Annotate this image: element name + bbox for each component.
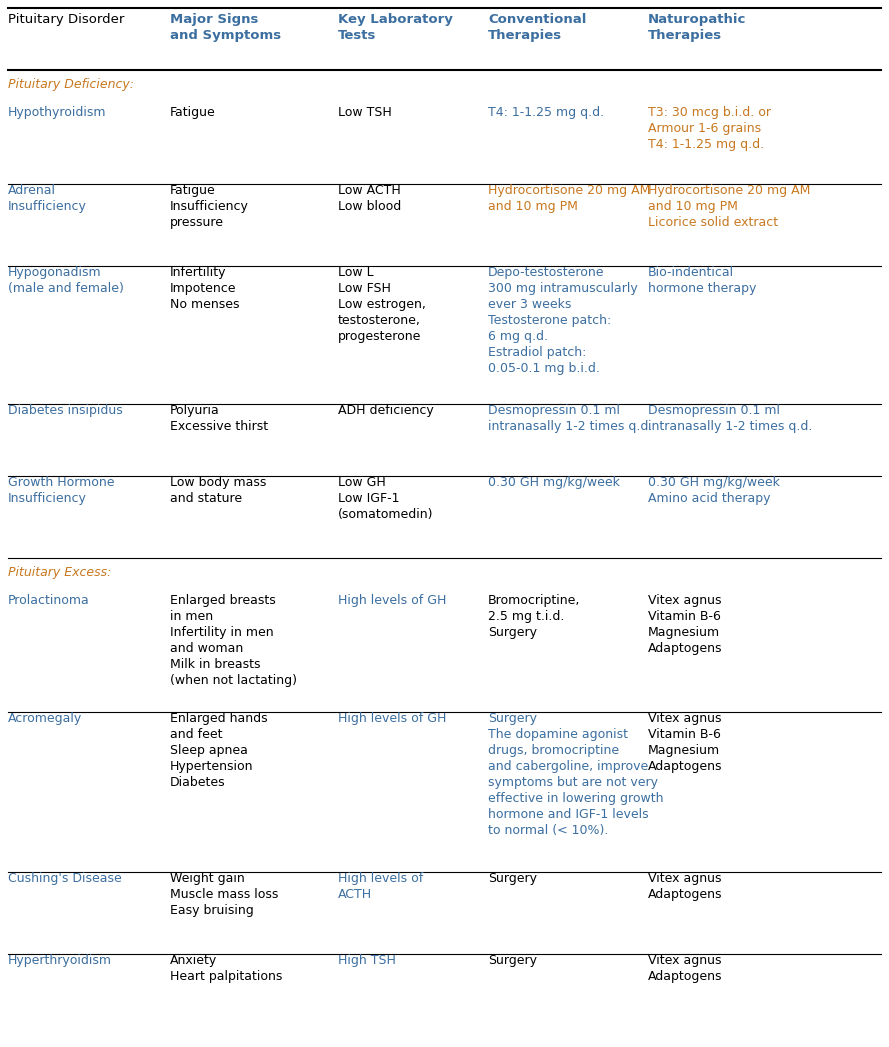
Text: Low TSH: Low TSH [338, 106, 392, 119]
Text: Hyperthryoidism: Hyperthryoidism [8, 954, 112, 967]
Text: Hypogonadism
(male and female): Hypogonadism (male and female) [8, 266, 124, 295]
Text: Vitex agnus
Vitamin B-6
Magnesium
Adaptogens: Vitex agnus Vitamin B-6 Magnesium Adapto… [648, 594, 723, 655]
Text: High TSH: High TSH [338, 954, 396, 967]
Text: Diabetes insipidus: Diabetes insipidus [8, 404, 123, 417]
Text: ADH deficiency: ADH deficiency [338, 404, 434, 417]
Text: Low L
Low FSH
Low estrogen,
testosterone,
progesterone: Low L Low FSH Low estrogen, testosterone… [338, 266, 426, 343]
Text: 0.30 GH mg/kg/week: 0.30 GH mg/kg/week [488, 476, 620, 489]
Text: Low body mass
and stature: Low body mass and stature [170, 476, 267, 505]
Text: Bromocriptine,
2.5 mg t.i.d.
Surgery: Bromocriptine, 2.5 mg t.i.d. Surgery [488, 594, 581, 639]
Text: Vitex agnus
Vitamin B-6
Magnesium
Adaptogens: Vitex agnus Vitamin B-6 Magnesium Adapto… [648, 712, 723, 773]
Text: High levels of GH: High levels of GH [338, 712, 446, 725]
Text: Weight gain
Muscle mass loss
Easy bruising: Weight gain Muscle mass loss Easy bruisi… [170, 872, 278, 917]
Text: Growth Hormone
Insufficiency: Growth Hormone Insufficiency [8, 476, 115, 505]
Text: Fatigue
Insufficiency
pressure: Fatigue Insufficiency pressure [170, 184, 249, 229]
Text: Desmopressin 0.1 ml
intranasally 1-2 times q.d.: Desmopressin 0.1 ml intranasally 1-2 tim… [648, 404, 813, 433]
Text: Acromegaly: Acromegaly [8, 712, 83, 725]
Text: Surgery: Surgery [488, 872, 537, 885]
Text: Pituitary Deficiency:: Pituitary Deficiency: [8, 77, 134, 91]
Text: High levels of
ACTH: High levels of ACTH [338, 872, 423, 901]
Text: Surgery
The dopamine agonist
drugs, bromocriptine
and cabergoline, improve
sympt: Surgery The dopamine agonist drugs, brom… [488, 712, 663, 837]
Text: Polyuria
Excessive thirst: Polyuria Excessive thirst [170, 404, 268, 433]
Text: Major Signs
and Symptoms: Major Signs and Symptoms [170, 13, 281, 42]
Text: Low GH
Low IGF-1
(somatomedin): Low GH Low IGF-1 (somatomedin) [338, 476, 434, 521]
Text: Enlarged breasts
in men
Infertility in men
and woman
Milk in breasts
(when not l: Enlarged breasts in men Infertility in m… [170, 594, 297, 687]
Text: Pituitary Disorder: Pituitary Disorder [8, 13, 124, 26]
Text: Vitex agnus
Adaptogens: Vitex agnus Adaptogens [648, 872, 723, 901]
Text: Adrenal
Insufficiency: Adrenal Insufficiency [8, 184, 87, 213]
Text: Fatigue: Fatigue [170, 106, 216, 119]
Text: 0.30 GH mg/kg/week
Amino acid therapy: 0.30 GH mg/kg/week Amino acid therapy [648, 476, 780, 505]
Text: Desmopressin 0.1 ml
intranasally 1-2 times q.d.: Desmopressin 0.1 ml intranasally 1-2 tim… [488, 404, 653, 433]
Text: Prolactinoma: Prolactinoma [8, 594, 90, 607]
Text: Pituitary Excess:: Pituitary Excess: [8, 566, 111, 579]
Text: T4: 1-1.25 mg q.d.: T4: 1-1.25 mg q.d. [488, 106, 605, 119]
Text: Cushing's Disease: Cushing's Disease [8, 872, 122, 885]
Text: Low ACTH
Low blood: Low ACTH Low blood [338, 184, 401, 213]
Text: Hypothyroidism: Hypothyroidism [8, 106, 107, 119]
Text: Anxiety
Heart palpitations: Anxiety Heart palpitations [170, 954, 283, 983]
Text: Conventional
Therapies: Conventional Therapies [488, 13, 587, 42]
Text: Hydrocortisone 20 mg AM
and 10 mg PM: Hydrocortisone 20 mg AM and 10 mg PM [488, 184, 651, 213]
Text: Surgery: Surgery [488, 954, 537, 967]
Text: T3: 30 mcg b.i.d. or
Armour 1-6 grains
T4: 1-1.25 mg q.d.: T3: 30 mcg b.i.d. or Armour 1-6 grains T… [648, 106, 771, 151]
Text: Vitex agnus
Adaptogens: Vitex agnus Adaptogens [648, 954, 723, 983]
Text: Key Laboratory
Tests: Key Laboratory Tests [338, 13, 453, 42]
Text: High levels of GH: High levels of GH [338, 594, 446, 607]
Text: Depo-testosterone
300 mg intramuscularly
ever 3 weeks
Testosterone patch:
6 mg q: Depo-testosterone 300 mg intramuscularly… [488, 266, 637, 375]
Text: Enlarged hands
and feet
Sleep apnea
Hypertension
Diabetes: Enlarged hands and feet Sleep apnea Hype… [170, 712, 268, 789]
Text: Bio-indentical
hormone therapy: Bio-indentical hormone therapy [648, 266, 757, 295]
Text: Infertility
Impotence
No menses: Infertility Impotence No menses [170, 266, 239, 311]
Text: Naturopathic
Therapies: Naturopathic Therapies [648, 13, 747, 42]
Text: Hydrocortisone 20 mg AM
and 10 mg PM
Licorice solid extract: Hydrocortisone 20 mg AM and 10 mg PM Lic… [648, 184, 811, 229]
